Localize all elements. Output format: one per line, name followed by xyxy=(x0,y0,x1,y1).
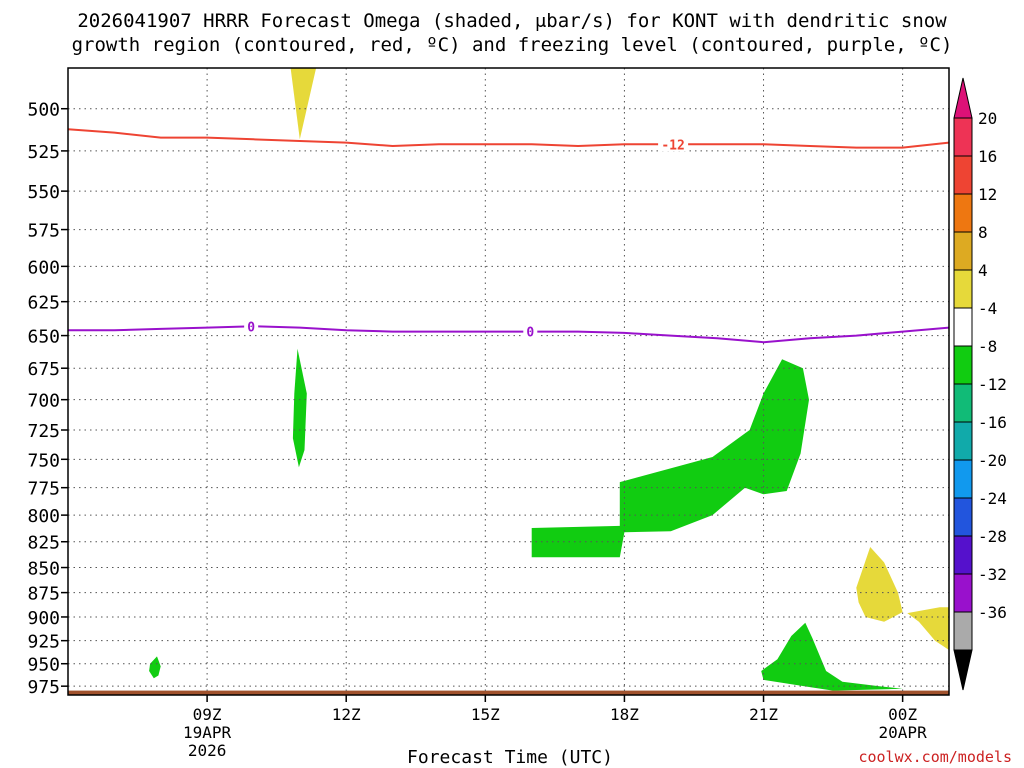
colorbar-label: -32 xyxy=(978,565,1007,584)
credit-text: coolwx.com/models xyxy=(858,748,1012,766)
colorbar-swatch xyxy=(953,611,973,651)
omega-region-0 xyxy=(290,68,317,140)
colorbar-swatch xyxy=(953,269,973,309)
terrain-layer xyxy=(68,690,949,695)
x-tick-label: 12Z xyxy=(332,705,361,724)
colorbar-label: -12 xyxy=(978,375,1007,394)
y-tick-label: 575 xyxy=(27,221,60,242)
y-tick-label: 900 xyxy=(27,608,60,629)
contour-label-1-1: 0 xyxy=(526,326,534,341)
omega-region-6 xyxy=(761,622,903,691)
y-tick-label: 600 xyxy=(27,257,60,278)
contour-label-bg xyxy=(658,137,689,152)
colorbar-label: 16 xyxy=(978,147,997,166)
chart-title-line1: 2026041907 HRRR Forecast Omega (shaded, … xyxy=(77,10,947,32)
plot-frame xyxy=(67,67,950,696)
y-tick-label: 625 xyxy=(27,293,60,314)
colorbar-label: -24 xyxy=(978,489,1007,508)
x-tick-label: 09Z xyxy=(193,705,222,724)
contour-label-bg xyxy=(523,324,538,339)
colorbar-top-cap xyxy=(953,77,973,119)
colorbar-swatch xyxy=(953,421,973,461)
colorbar-label: -16 xyxy=(978,413,1007,432)
y-tick-label: 675 xyxy=(27,359,60,380)
omega-region-4 xyxy=(907,607,949,650)
colorbar-swatch xyxy=(953,231,973,271)
x-tick-year: 2026 xyxy=(188,741,227,760)
y-tick-label: 825 xyxy=(27,533,60,554)
y-tick-label: 725 xyxy=(27,421,60,442)
chart-title-line2: growth region (contoured, red, ºC) and f… xyxy=(71,34,953,56)
omega-region-2 xyxy=(531,359,809,558)
y-tick-label: 775 xyxy=(27,479,60,500)
colorbar-label: -20 xyxy=(978,451,1007,470)
omega-region-3 xyxy=(856,547,903,622)
contour-label-bg xyxy=(244,319,259,334)
x-axis-label: Forecast Time (UTC) xyxy=(407,747,613,768)
colorbar: 20 16 12 8 4 -4 -8 -12 -16 -20 -24 -28 -32 -36 xyxy=(953,77,1007,691)
grid-lines xyxy=(68,68,949,695)
colorbar-label: -28 xyxy=(978,527,1007,546)
omega-region-1 xyxy=(292,348,307,468)
y-tick-label: 850 xyxy=(27,559,60,580)
colorbar-label: 20 xyxy=(978,109,997,128)
y-tick-label: 800 xyxy=(27,506,60,527)
contour-1 xyxy=(68,325,949,344)
colorbar-label: -8 xyxy=(978,337,997,356)
colorbar-label: -36 xyxy=(978,603,1007,622)
colorbar-label: 8 xyxy=(978,223,988,242)
colorbar-swatch xyxy=(953,383,973,423)
y-tick-label: 950 xyxy=(27,655,60,676)
contour-label-0-0: -12 xyxy=(661,138,684,153)
colorbar-swatch xyxy=(953,117,973,157)
y-tick-label: 750 xyxy=(27,450,60,471)
y-axis-ticks: 500 525 550 575 600 625 650 675 700 725 750 775 800 8… xyxy=(27,100,68,698)
colorbar-label: 12 xyxy=(978,185,997,204)
omega-shading xyxy=(149,68,949,691)
colorbar-swatch xyxy=(953,459,973,499)
x-tick-label: 18Z xyxy=(610,705,639,724)
colorbar-label: -4 xyxy=(978,299,997,318)
x-tick-date: 19APR xyxy=(183,723,232,742)
colorbar-swatch xyxy=(953,345,973,385)
x-tick-label: 00Z xyxy=(888,705,917,724)
y-tick-label: 925 xyxy=(27,632,60,653)
y-tick-label: 525 xyxy=(27,142,60,163)
x-tick-label: 21Z xyxy=(749,705,778,724)
omega-region-5 xyxy=(149,656,161,679)
colorbar-swatch xyxy=(953,497,973,537)
colorbar-swatch xyxy=(953,307,973,347)
contour-label-1-0: 0 xyxy=(247,320,255,335)
x-tick-label: 15Z xyxy=(471,705,500,724)
y-tick-label: 700 xyxy=(27,391,60,412)
contour-lines: -12 0 0 xyxy=(68,128,949,344)
y-tick-label: 550 xyxy=(27,182,60,203)
contour-0 xyxy=(68,128,949,149)
y-tick-label: 975 xyxy=(27,677,60,698)
colorbar-swatch xyxy=(953,155,973,195)
y-tick-label: 500 xyxy=(27,100,60,121)
colorbar-swatch xyxy=(953,535,973,575)
colorbar-swatch xyxy=(953,573,973,613)
y-tick-label: 875 xyxy=(27,584,60,605)
terrain-fill xyxy=(68,690,949,695)
colorbar-bottom-cap xyxy=(953,649,973,691)
colorbar-swatch xyxy=(953,193,973,233)
colorbar-label: 4 xyxy=(978,261,988,280)
plot-area xyxy=(68,68,949,695)
y-tick-label: 650 xyxy=(27,327,60,348)
x-tick-date: 20APR xyxy=(879,723,928,742)
